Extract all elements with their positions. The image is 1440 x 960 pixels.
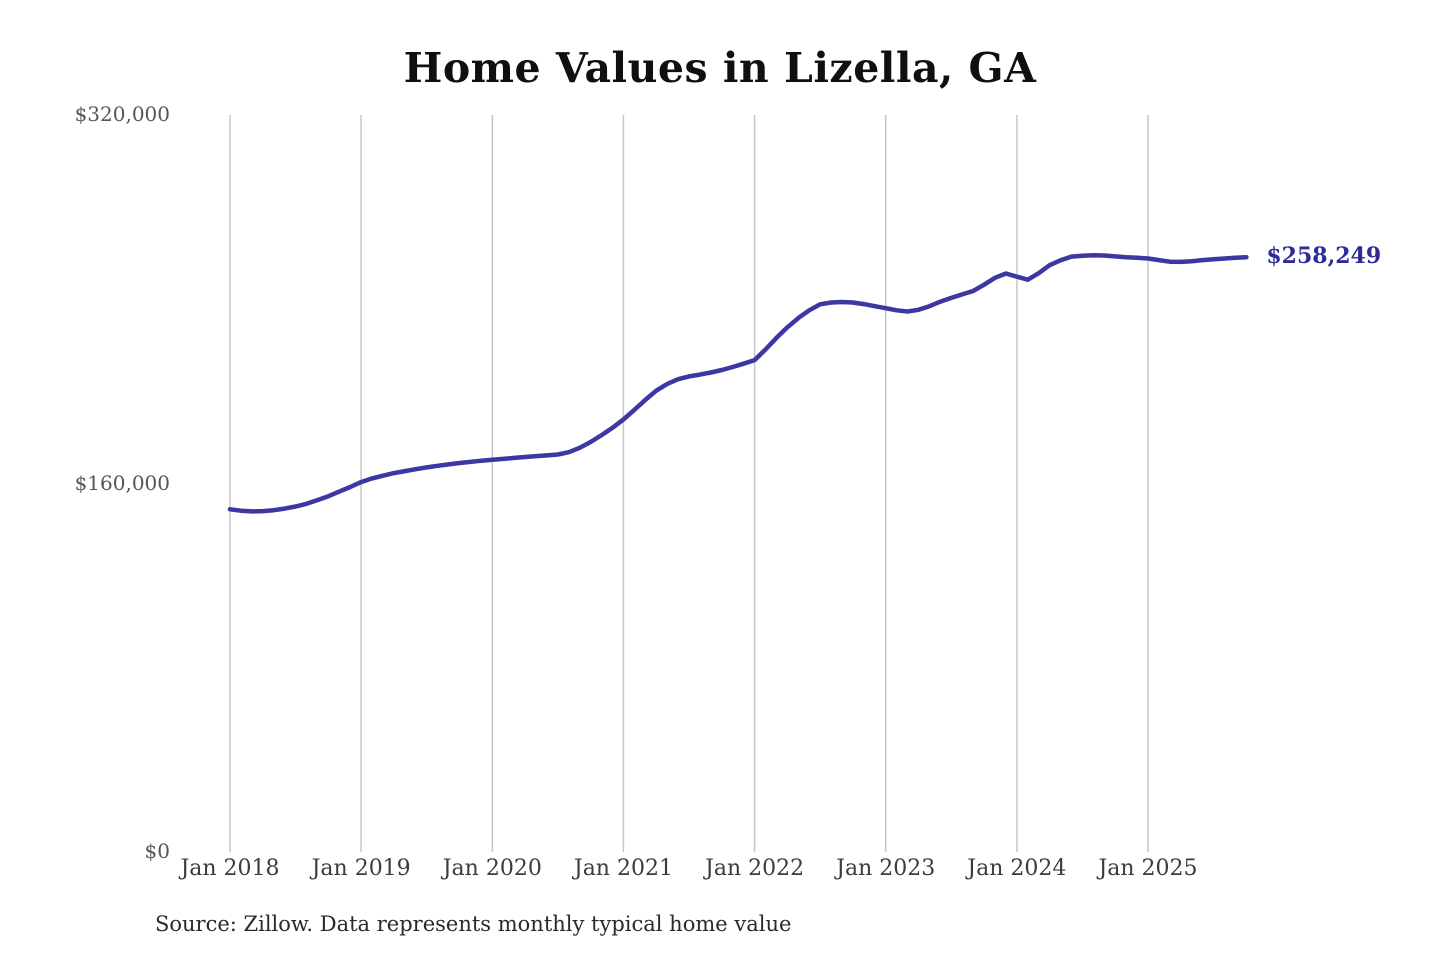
- x-tick-label: Jan 2022: [705, 856, 805, 881]
- x-tick-label: Jan 2021: [573, 856, 673, 881]
- y-tick-label: $160,000: [74, 470, 170, 495]
- y-tick-label: $320,000: [74, 102, 170, 126]
- x-tick-label: Jan 2018: [180, 856, 280, 881]
- home-value-line: [227, 253, 1249, 514]
- y-tick-label: $0: [144, 839, 170, 863]
- x-tick-label: Jan 2023: [836, 856, 936, 881]
- series-end-value-label: $258,249: [1266, 243, 1382, 270]
- chart-title: Home Values in Lizella, GA: [403, 44, 1037, 92]
- x-tick-label: Jan 2019: [311, 856, 411, 881]
- source-note: Source: Zillow. Data represents monthly …: [155, 912, 792, 936]
- x-tick-label: Jan 2025: [1098, 856, 1198, 881]
- x-tick-label: Jan 2024: [967, 856, 1067, 881]
- x-tick-label: Jan 2020: [442, 856, 542, 881]
